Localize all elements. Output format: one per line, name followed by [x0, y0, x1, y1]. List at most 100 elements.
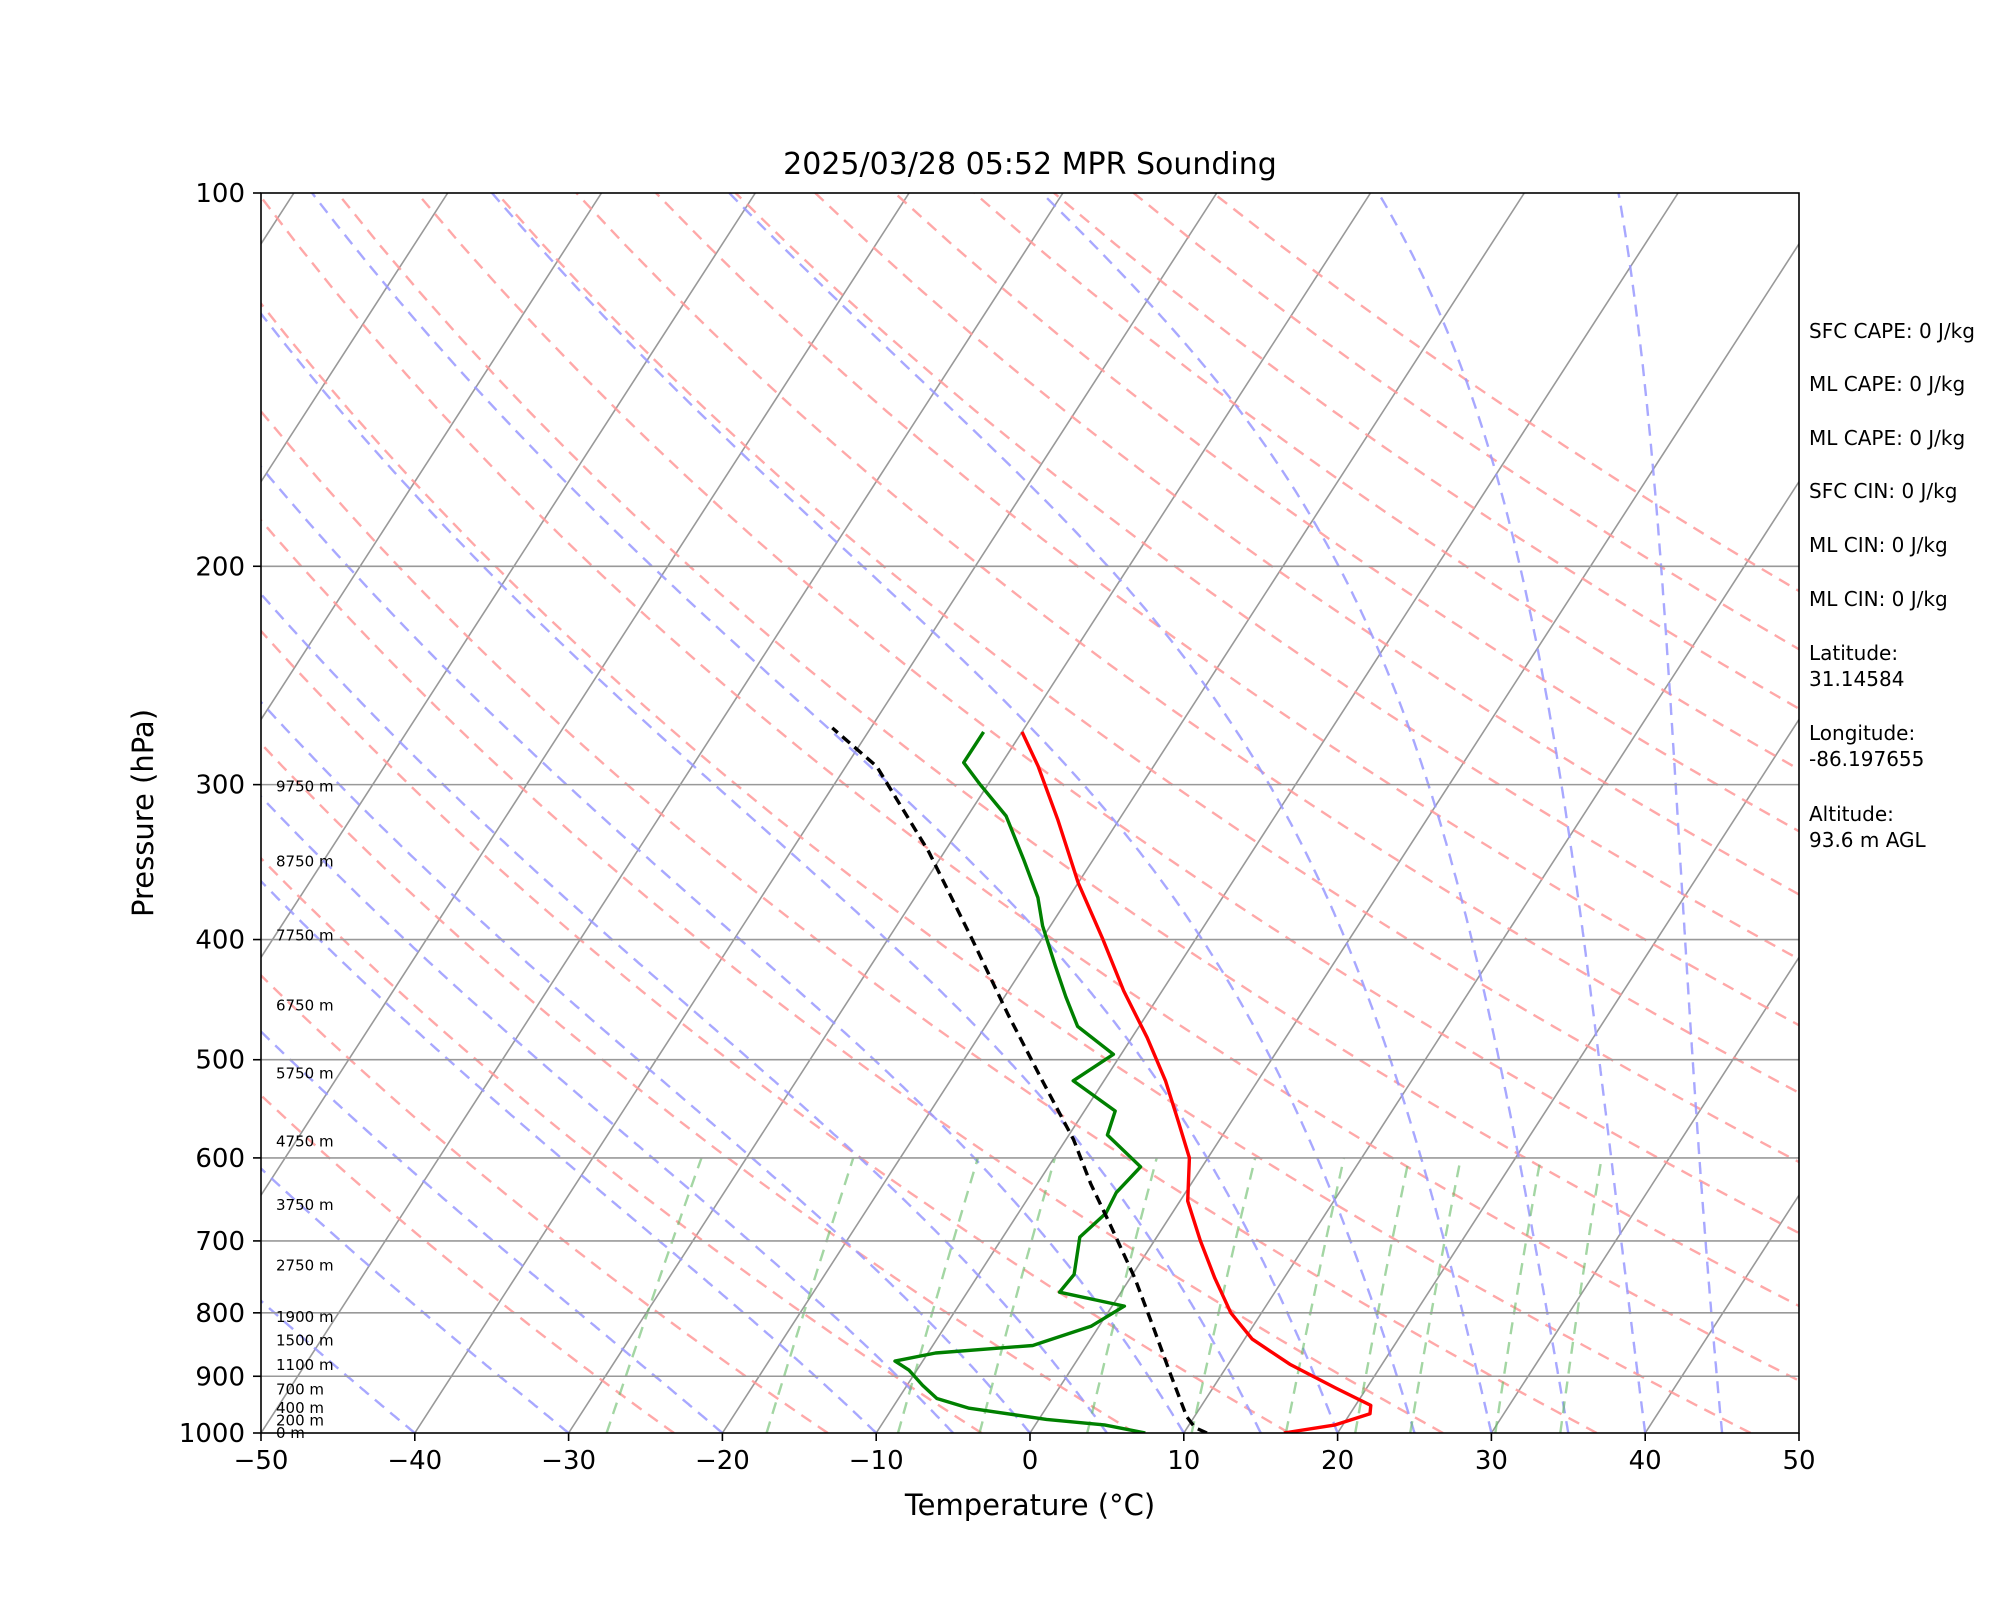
x-tick-label: −10	[849, 1446, 904, 1476]
dry-adiabat-line	[261, 195, 1799, 1382]
height-label: 5750 m	[276, 1065, 334, 1083]
x-axis-label: Temperature (°C)	[904, 1488, 1155, 1522]
dry-adiabat-line	[261, 973, 829, 1433]
dry-adiabat-line	[416, 193, 1799, 1235]
altitude-text: Altitude: 93.6 m AGL	[1809, 802, 1926, 852]
ml-cape-text: ML CAPE: 0 J/kg	[1809, 372, 1966, 396]
moist-adiabat-line	[261, 700, 1031, 1433]
moist-adiabat-line	[261, 794, 954, 1433]
longitude-text: Longitude: -86.197655	[1809, 721, 1925, 771]
height-label: 1900 m	[276, 1308, 334, 1326]
dry-adiabat-line	[261, 301, 1752, 1433]
x-tick-label: 20	[1321, 1446, 1354, 1476]
height-label: 4750 m	[276, 1133, 334, 1151]
height-label: 7750 m	[276, 927, 334, 945]
y-tick-label: 200	[195, 552, 245, 582]
height-label: 200 m	[276, 1411, 324, 1429]
height-label: 1100 m	[276, 1356, 334, 1374]
dry-adiabat-line	[261, 518, 1444, 1433]
isotherm-line	[261, 193, 449, 484]
y-tick-label: 600	[195, 1144, 245, 1174]
dry-adiabat-line	[495, 193, 1799, 1164]
isotherm-line	[261, 193, 756, 959]
moist-adiabat-line	[261, 592, 1108, 1433]
y-tick-label: 700	[195, 1227, 245, 1257]
height-label: 2750 m	[276, 1257, 334, 1275]
y-tick-label: 500	[195, 1046, 245, 1076]
parcel-profile	[831, 726, 1208, 1433]
x-tick-label: 30	[1475, 1446, 1508, 1476]
x-tick-label: 40	[1629, 1446, 1662, 1476]
y-axis-ticks: 1000 900 800 700 600 500 400 300 200 100	[179, 179, 261, 1449]
isotherm-line	[1183, 480, 1799, 1433]
moist-adiabat-line	[1041, 193, 1570, 1433]
dry-adiabat-line	[261, 856, 983, 1433]
height-label: 0 m	[276, 1424, 305, 1442]
chart-title: 2025/03/28 05:52 MPR Sounding	[783, 147, 1277, 182]
isotherm-line	[875, 193, 1679, 1433]
moist-adiabat-line	[261, 464, 1185, 1433]
y-tick-label: 400	[195, 926, 245, 956]
dry-adiabat-line	[893, 193, 1799, 833]
y-axis-label: Pressure (hPa)	[126, 709, 160, 917]
latitude-text: Latitude: 31.14584	[1809, 641, 1905, 691]
moist-adiabat-line	[261, 1030, 724, 1433]
isotherm-line	[567, 193, 1372, 1433]
y-tick-label: 100	[195, 179, 245, 209]
height-label: 3750 m	[276, 1196, 334, 1214]
moist-adiabat-line	[261, 311, 1262, 1433]
height-label: 6750 m	[276, 996, 334, 1014]
isotherm-line	[1490, 955, 1799, 1433]
x-tick-label: 10	[1167, 1446, 1200, 1476]
x-tick-label: −50	[234, 1446, 289, 1476]
y-tick-label: 1000	[179, 1419, 245, 1449]
y-tick-label: 800	[195, 1299, 245, 1329]
moist-adiabat-line	[1377, 193, 1647, 1433]
moist-adiabat-line	[261, 1166, 570, 1433]
isotherm-line	[721, 193, 1525, 1433]
isotherm-line	[261, 193, 603, 722]
dry-adiabat-line	[336, 193, 1799, 1308]
dry-adiabat-line	[261, 409, 1598, 1433]
dry-adiabat-line	[734, 193, 1799, 961]
moist-adiabat-line	[728, 193, 1493, 1433]
ml-cin-text-2: ML CIN: 0 J/kg	[1809, 587, 1948, 611]
x-tick-label: −40	[387, 1446, 442, 1476]
height-label: 9750 m	[276, 777, 334, 795]
dry-adiabat-line	[261, 629, 1290, 1433]
dry-adiabat-line	[261, 741, 1137, 1433]
moist-adiabat-line	[311, 193, 1339, 1433]
dry-adiabat-line	[814, 193, 1799, 896]
isotherm-line	[1029, 242, 1799, 1433]
isotherm-line	[414, 193, 1218, 1433]
dry-adiabat-line	[261, 1093, 675, 1433]
sfc-cape-text: SFC CAPE: 0 J/kg	[1809, 319, 1975, 343]
x-axis-ticks: −50 −40 −30 −20 −10 0 10 20 30 40 50	[234, 1433, 1816, 1476]
x-tick-label: 0	[1022, 1446, 1039, 1476]
pressure-grid	[261, 565, 1799, 1378]
y-tick-label: 900	[195, 1362, 245, 1392]
dry-adiabat-line	[1053, 193, 1799, 711]
sfc-cin-text: SFC CIN: 0 J/kg	[1809, 479, 1958, 503]
x-tick-label: −20	[695, 1446, 750, 1476]
moist-adiabat-line	[491, 193, 1416, 1433]
y-tick-label: 300	[195, 771, 245, 801]
temperature-profile	[1020, 731, 1373, 1433]
plot-frame	[260, 192, 1800, 1434]
moist-adiabat-line	[1617, 193, 1724, 1433]
reference-lines	[0, 193, 1799, 1433]
x-tick-label: 50	[1782, 1446, 1815, 1476]
height-label: 1500 m	[276, 1331, 334, 1349]
height-label: 8750 m	[276, 852, 334, 870]
isotherm-line	[1644, 1193, 1799, 1433]
ml-cin-text: ML CIN: 0 J/kg	[1809, 533, 1948, 557]
mixing-ratio-line	[978, 1157, 1057, 1433]
isotherm-line	[1336, 718, 1799, 1433]
mixing-ratio-line	[1409, 1157, 1462, 1433]
isotherm-line	[0, 193, 140, 1433]
isotherm-line	[261, 193, 910, 1197]
height-label: 700 m	[276, 1380, 324, 1398]
x-tick-label: −30	[541, 1446, 596, 1476]
